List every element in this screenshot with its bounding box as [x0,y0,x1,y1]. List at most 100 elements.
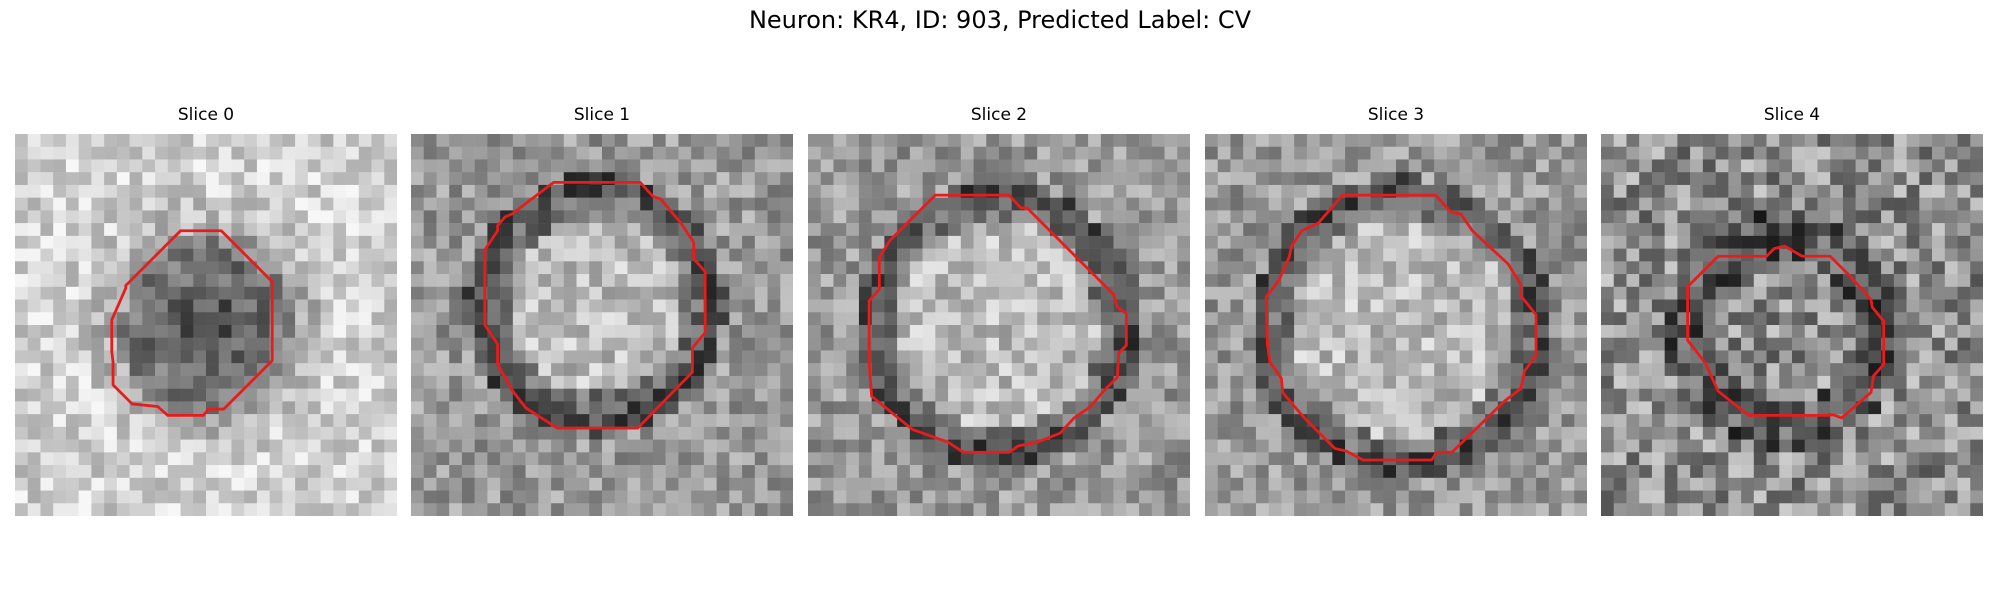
pixel [1906,439,1920,453]
grayscale-slice-image [411,134,793,516]
pixel [487,477,501,491]
pixel [627,159,641,173]
pixel [1804,223,1818,237]
pixel [1702,197,1716,211]
pixel [1345,337,1359,351]
pixel [500,452,514,466]
pixel [411,439,424,453]
pixel [282,146,296,160]
pixel [1651,337,1665,351]
pixel [1817,477,1831,491]
pixel [1037,172,1051,186]
pixel [295,490,309,504]
pixel [1548,337,1562,351]
pixel [1151,159,1165,173]
pixel [589,350,603,364]
pixel [1792,452,1805,466]
pixel [1357,490,1371,504]
pixel [244,337,258,351]
pixel [1957,146,1971,160]
pixel [1626,363,1640,377]
pixel [1561,172,1575,186]
pixel [703,477,717,491]
pixel [576,134,590,147]
pixel [1332,134,1346,147]
pixel [948,388,962,402]
pixel [218,248,232,262]
pixel [142,172,156,186]
pixel [1804,146,1818,160]
pixel [754,401,768,415]
pixel [1830,159,1844,173]
pixel [282,134,296,147]
pixel [1741,325,1755,338]
pixel [104,426,118,440]
pixel [384,197,397,211]
pixel [551,337,565,351]
pixel [780,325,793,338]
pixel [193,452,207,466]
pixel [960,172,974,186]
pixel [691,439,705,453]
pixel [104,388,118,402]
pixel [1906,375,1920,389]
pixel [78,146,92,160]
pixel [1855,134,1869,147]
pixel [1613,477,1627,491]
pixel [551,414,565,428]
pixel [65,159,79,173]
pixel [665,299,679,313]
pixel [1855,477,1869,491]
pixel [53,146,67,160]
pixel [884,465,898,479]
pixel [1446,414,1460,428]
pixel [1944,350,1958,364]
pixel [1205,172,1218,186]
pixel [167,388,181,402]
pixel [1037,134,1051,147]
pixel [922,210,936,224]
pixel [53,490,67,504]
pixel [346,261,360,275]
pixel [53,134,67,147]
pixel [563,261,577,275]
pixel [358,490,372,504]
pixel [65,248,79,262]
pixel [65,375,79,389]
pixel [703,452,717,466]
pixel [960,235,974,249]
pixel [1715,172,1729,186]
pixel [1639,388,1653,402]
pixel [780,172,793,186]
pixel [1741,223,1755,237]
pixel [1944,452,1958,466]
pixel [91,134,105,147]
pixel [1728,401,1742,415]
pixel [1062,363,1076,377]
pixel [231,184,245,198]
pixel [1792,172,1805,186]
pixel [1294,261,1308,275]
pixel [307,490,321,504]
pixel [1766,452,1780,466]
pixel [282,274,296,288]
pixel [1075,325,1089,338]
pixel [1817,261,1831,275]
pixel [1126,388,1140,402]
pixel [614,452,628,466]
pixel [1639,465,1653,479]
pixel [269,261,283,275]
pixel [525,134,539,147]
pixel [1177,274,1190,288]
pixel [65,134,79,147]
pixel [295,235,309,249]
pixel [1024,172,1038,186]
pixel [1510,490,1524,504]
pixel [1306,350,1320,364]
pixel [703,172,717,186]
pixel [1702,426,1716,440]
pixel [500,465,514,479]
pixel [346,337,360,351]
pixel [1332,274,1346,288]
pixel [1792,286,1805,300]
